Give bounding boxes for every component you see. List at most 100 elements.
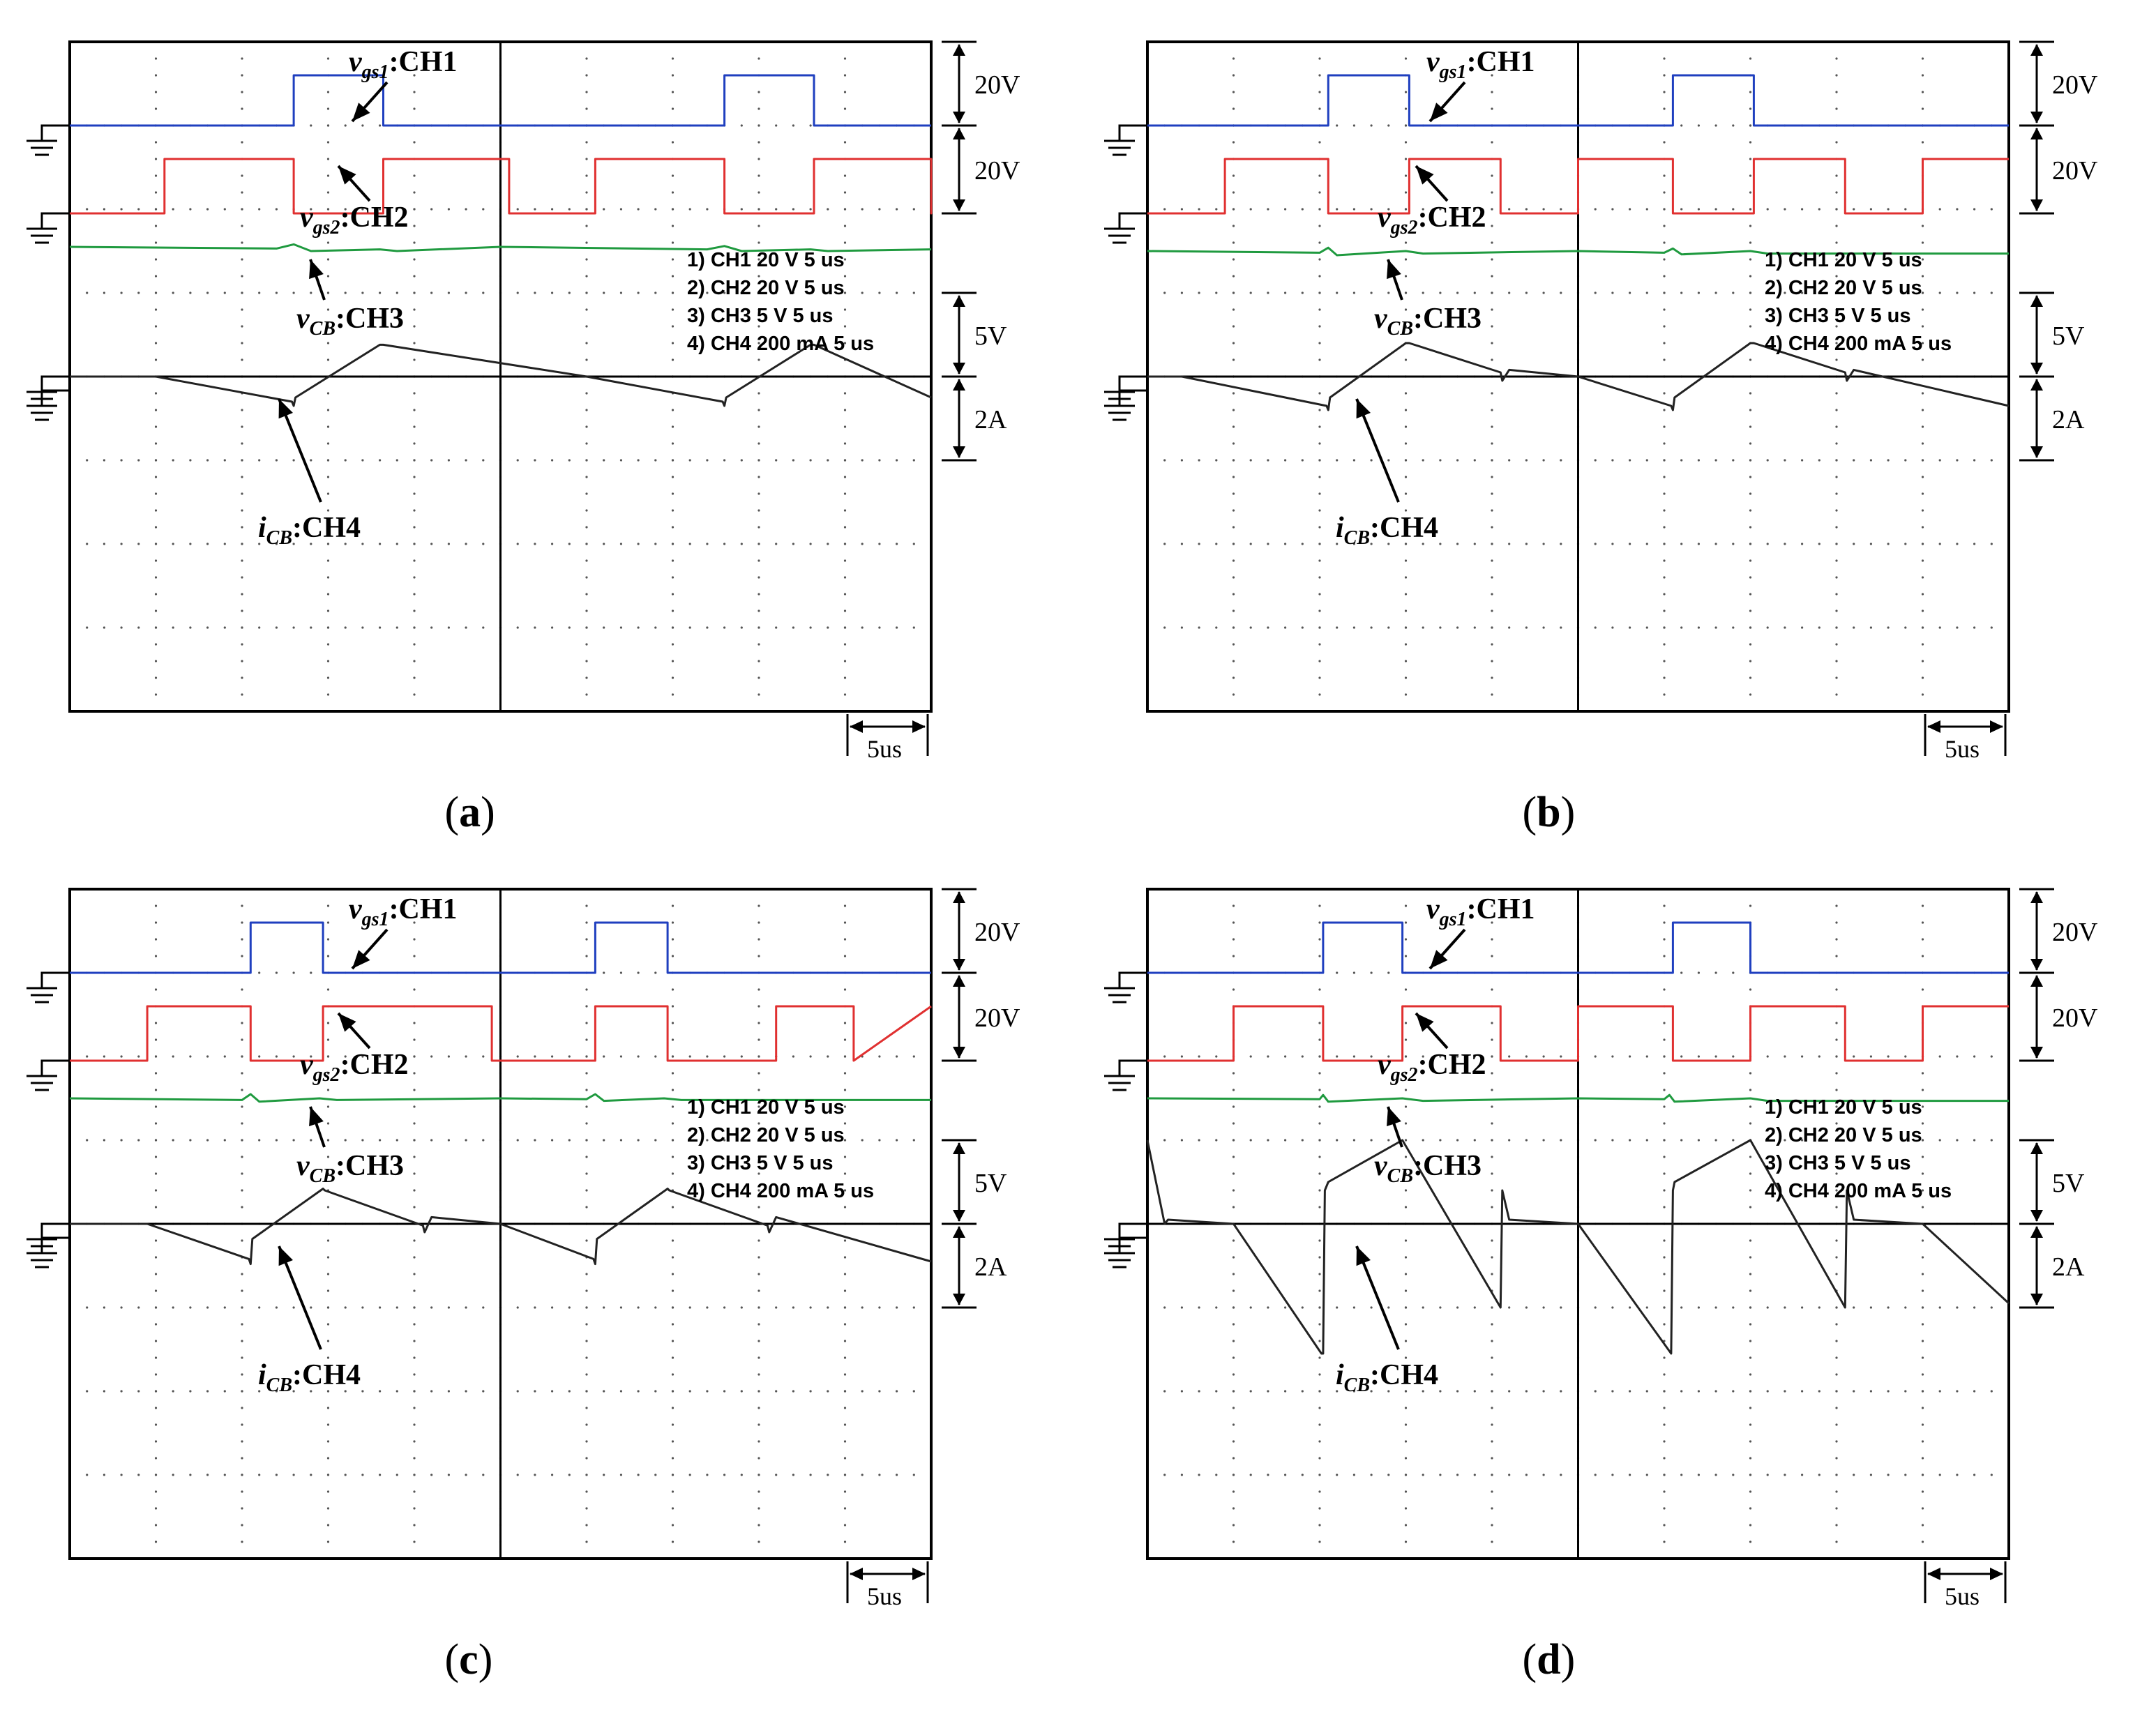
grid-dot [1336,459,1339,462]
grid-dot [757,158,760,160]
grid-dot [671,921,674,924]
grid-dot [896,1055,898,1058]
grid-dot [241,342,243,344]
grid-dot [1491,425,1493,428]
grid-dot [671,576,674,579]
grid-dot [344,1306,347,1309]
svg-text:iCB:CH4: iCB:CH4 [1336,1359,1438,1396]
grid-dot [1835,626,1838,629]
grid-dot [1404,1239,1408,1242]
grid-dot [671,191,674,194]
grid-dot [1352,1306,1355,1309]
grid-dot [189,1474,192,1476]
grid-dot [326,1256,330,1259]
grid-dot [1318,1072,1321,1075]
grid-dot [482,626,485,629]
grid-dot [757,225,760,227]
grid-dot [1232,1474,1235,1476]
grid-dot [1318,476,1321,478]
grid-dot [1938,543,1941,545]
grid-dot [843,1089,847,1091]
grid-dot [275,291,278,294]
grid-dot [637,1139,640,1142]
grid-dot [1249,543,1252,545]
grid-dot [1835,91,1838,93]
trace-ch4 [70,1188,932,1266]
grid-dot [843,208,847,211]
grid-dot [843,1390,847,1393]
grid-dot [1318,1055,1321,1058]
grid-dot [1904,1139,1907,1142]
time-scale-label: 5us [867,735,902,763]
grid-dot [413,291,416,294]
grid-dot [706,459,709,462]
grid-dot [361,124,364,127]
grid-dot [843,1474,847,1476]
svg-text:vgs2:CH2: vgs2:CH2 [1378,1049,1486,1086]
grid-dot [585,1306,588,1309]
grid-dot [465,543,467,545]
grid-dot [1921,1172,1924,1175]
grid-dot [1370,1139,1373,1142]
grid-dot [1336,626,1339,629]
grid-dot [1663,442,1666,445]
grid-dot [326,191,330,194]
grid-dot [585,593,588,596]
grid-dot [1680,1139,1683,1142]
grid-dot [1318,660,1321,662]
grid-dot [757,459,760,462]
grid-dot [1749,208,1752,211]
grid-dot [1491,1072,1493,1075]
grid-dot [275,1390,278,1393]
grid-dot [154,1356,158,1359]
grid-dot [1853,1474,1855,1476]
grid-dot [1835,543,1838,545]
grid-dot [1921,1340,1924,1342]
grid-dot [413,1474,416,1476]
grid-dot [1663,1373,1666,1376]
grid-dot [1404,1524,1408,1527]
grid-dot [241,1323,243,1326]
grid-dot [379,291,382,294]
grid-dot [551,1139,554,1142]
grid-dot [1853,1055,1855,1058]
grid-dot [757,1122,760,1125]
grid-dot [1680,971,1683,974]
grid-dot [671,988,674,991]
grid-dot [1663,1273,1666,1275]
grid-dot [827,626,829,629]
grid-dot [1284,459,1287,462]
scale-bracket-ch3 [2019,1139,2054,1225]
grid-dot [395,1474,398,1476]
grid-dot [1249,1306,1252,1309]
time-scale-label: 5us [1945,735,1980,763]
grid-dot [671,1490,674,1493]
grid-dot [1749,1273,1752,1275]
grid-dot [1232,141,1235,144]
grid-dot [1232,609,1235,612]
time-scale-marker [1924,714,2007,756]
grid-dot [1163,626,1166,629]
grid-dot [326,938,330,941]
grid-dot [757,358,760,361]
grid-dot [671,476,674,478]
grid-dot [551,291,554,294]
grid-dot [241,358,243,361]
grid-dot [1542,1390,1545,1393]
svg-text:vgs2:CH2: vgs2:CH2 [1378,202,1486,238]
grid-dot [172,459,174,462]
grid-dot [1749,1256,1752,1259]
grid-dot [413,1373,416,1376]
grid-dot [1491,1306,1493,1309]
grid-dot [1921,1273,1924,1275]
grid-dot [827,208,829,211]
grid-dot [482,1139,485,1142]
grid-dot [1352,626,1355,629]
grid-dot [671,609,674,612]
grid-dot [430,459,433,462]
grid-dot [1404,559,1408,562]
grid-dot [326,1340,330,1342]
grid-dot [1921,275,1924,278]
grid-dot [1491,1156,1493,1158]
grid-dot [723,1055,726,1058]
